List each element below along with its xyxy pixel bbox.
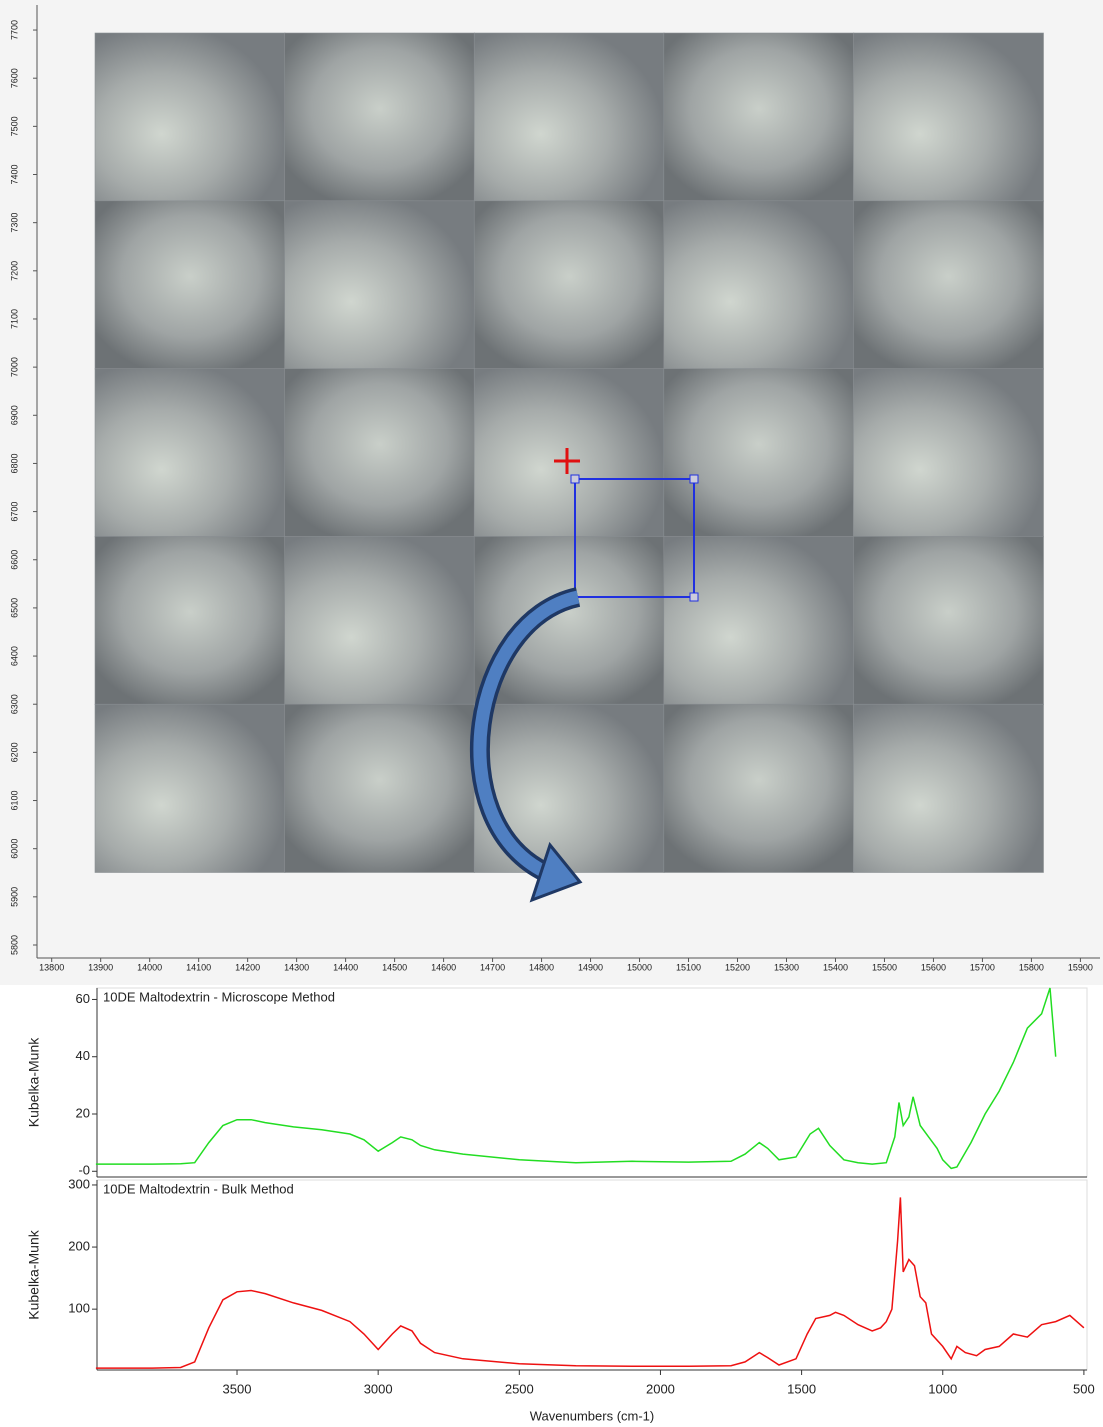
y-tick-label: 6700 bbox=[9, 502, 19, 522]
y-tick-label: 7400 bbox=[9, 164, 19, 184]
y-tick-label: 5800 bbox=[9, 935, 19, 955]
y-tick-label: 7000 bbox=[9, 357, 19, 377]
y-tick-label: 6500 bbox=[9, 598, 19, 618]
x-tick-label: 14000 bbox=[137, 962, 162, 972]
y-tick-label: 5900 bbox=[9, 887, 19, 907]
y-tick-label: 6000 bbox=[9, 839, 19, 859]
x-tick-label: 14700 bbox=[480, 962, 505, 972]
tile bbox=[95, 33, 285, 201]
y-tick-label: 200 bbox=[68, 1238, 90, 1253]
tile bbox=[285, 33, 475, 201]
y-tick-label: 6200 bbox=[9, 742, 19, 762]
y-tick-label: 6100 bbox=[9, 791, 19, 811]
handle bbox=[690, 593, 698, 601]
y-axis-label: Kubelka-Munk bbox=[26, 1037, 42, 1127]
x-tick-label: 2000 bbox=[646, 1381, 675, 1396]
y-tick-label: 7300 bbox=[9, 213, 19, 233]
y-tick-label: 6900 bbox=[9, 405, 19, 425]
x-tick-label: 14400 bbox=[333, 962, 358, 972]
tile bbox=[853, 201, 1043, 369]
tile bbox=[664, 201, 854, 369]
y-tick-label: 100 bbox=[68, 1301, 90, 1316]
x-tick-label: 2500 bbox=[505, 1381, 534, 1396]
page: 13800 13900 14000 14100 14200 14300 14400 14500… bbox=[0, 0, 1103, 1427]
tile bbox=[474, 369, 664, 537]
tile bbox=[664, 704, 854, 872]
chart-title: 10DE Maltodextrin - Microscope Method bbox=[103, 989, 335, 1004]
chart-title: 10DE Maltodextrin - Bulk Method bbox=[103, 1181, 294, 1196]
x-tick-label: 14200 bbox=[235, 962, 260, 972]
tile bbox=[285, 369, 475, 537]
handle bbox=[571, 475, 579, 483]
x-tick-label: 13900 bbox=[88, 962, 113, 972]
x-tick-label: 14900 bbox=[578, 962, 603, 972]
y-tick-label: 6600 bbox=[9, 550, 19, 570]
x-tick-label: 15800 bbox=[1019, 962, 1044, 972]
tile bbox=[853, 704, 1043, 872]
tile bbox=[95, 201, 285, 369]
x-tick-label: 500 bbox=[1073, 1381, 1095, 1396]
x-tick-label: 13800 bbox=[39, 962, 64, 972]
tile bbox=[853, 33, 1043, 201]
x-tick-label: 15900 bbox=[1068, 962, 1093, 972]
y-tick-label: 60 bbox=[76, 991, 90, 1006]
tile bbox=[285, 704, 475, 872]
x-tick-label: 15600 bbox=[921, 962, 946, 972]
tile bbox=[664, 33, 854, 201]
y-tick-label: 7600 bbox=[9, 68, 19, 88]
y-tick-label: 40 bbox=[76, 1048, 90, 1063]
tile bbox=[474, 201, 664, 369]
x-tick-label: 14800 bbox=[529, 962, 554, 972]
x-tick-label: 15400 bbox=[823, 962, 848, 972]
handle bbox=[690, 475, 698, 483]
y-tick-label: 7200 bbox=[9, 261, 19, 281]
x-tick-label: 14600 bbox=[431, 962, 456, 972]
x-tick-label: 1000 bbox=[928, 1381, 957, 1396]
tile bbox=[853, 369, 1043, 537]
x-tick-label: 14100 bbox=[186, 962, 211, 972]
x-tick-label: 15700 bbox=[970, 962, 995, 972]
x-tick-label: 14300 bbox=[284, 962, 309, 972]
tile bbox=[474, 33, 664, 201]
tile bbox=[95, 536, 285, 704]
y-tick-label: 300 bbox=[68, 1176, 90, 1191]
x-axis-label: Wavenumbers (cm-1) bbox=[530, 1408, 654, 1423]
microscope-mosaic bbox=[95, 33, 1044, 873]
x-tick-label: 3500 bbox=[223, 1381, 252, 1396]
tile bbox=[285, 201, 475, 369]
plot-area bbox=[97, 988, 1087, 1177]
x-tick-label: 15500 bbox=[872, 962, 897, 972]
x-tick-label: 3000 bbox=[364, 1381, 393, 1396]
x-tick-label: 15000 bbox=[627, 962, 652, 972]
y-tick-label: 20 bbox=[76, 1105, 90, 1120]
tile bbox=[95, 704, 285, 872]
y-tick-label: 7700 bbox=[9, 20, 19, 40]
x-tick-label: 1500 bbox=[787, 1381, 816, 1396]
y-axis-label: Kubelka-Munk bbox=[26, 1229, 42, 1319]
y-tick-label: 6400 bbox=[9, 646, 19, 666]
x-tick-label: 15300 bbox=[774, 962, 799, 972]
tile bbox=[664, 536, 854, 704]
y-tick-label: 7500 bbox=[9, 116, 19, 136]
y-tick-label: 6300 bbox=[9, 694, 19, 714]
tile bbox=[664, 369, 854, 537]
x-tick-label: 15100 bbox=[676, 962, 701, 972]
tile bbox=[285, 536, 475, 704]
tile bbox=[95, 369, 285, 537]
y-tick-label: 6800 bbox=[9, 453, 19, 473]
x-tick-label: 14500 bbox=[382, 962, 407, 972]
y-tick-label: 7100 bbox=[9, 309, 19, 329]
x-tick-label: 15200 bbox=[725, 962, 750, 972]
tile bbox=[853, 536, 1043, 704]
